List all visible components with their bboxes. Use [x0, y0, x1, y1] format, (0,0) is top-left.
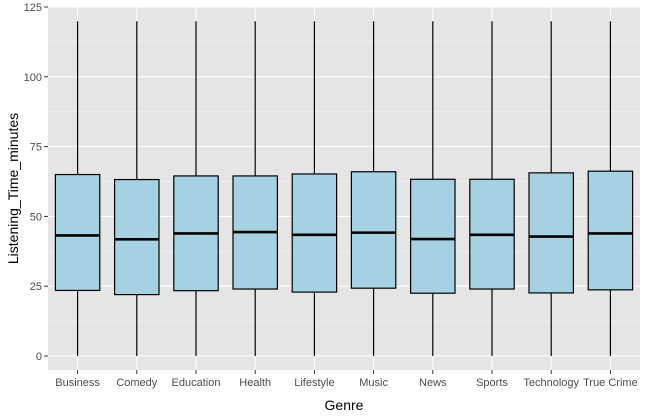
box-iqr — [54, 173, 101, 292]
box-comedy — [113, 21, 160, 357]
box-iqr — [528, 172, 575, 294]
y-axis: 0 25 50 75 100 125 — [24, 2, 48, 363]
box-iqr — [410, 178, 456, 294]
x-tick-label: Business — [55, 377, 100, 389]
x-tick-label: Technology — [523, 377, 579, 389]
x-tick-label: True Crime — [583, 377, 638, 389]
y-tick-label: 25 — [30, 281, 42, 293]
box-iqr — [587, 170, 634, 291]
x-tick-label: Comedy — [116, 377, 157, 389]
y-tick-label: 125 — [24, 2, 42, 14]
box-lifestyle — [291, 21, 338, 357]
x-tick-label: Lifestyle — [294, 377, 334, 389]
box-iqr — [350, 171, 397, 289]
box-news — [410, 21, 456, 357]
y-axis-title: Listening_Time_minutes — [5, 113, 21, 264]
x-tick-label: Music — [359, 377, 388, 389]
box-true-crime — [587, 21, 634, 357]
x-tick-label: News — [419, 377, 447, 389]
box-music — [350, 21, 397, 357]
box-education — [173, 21, 219, 357]
box-business — [54, 21, 101, 357]
x-tick-label: Sports — [476, 377, 508, 389]
box-iqr — [291, 173, 338, 293]
box-sports — [469, 21, 515, 357]
box-iqr — [113, 178, 160, 296]
x-tick-label: Health — [239, 377, 271, 389]
box-series — [54, 21, 634, 357]
x-tick-label: Education — [172, 377, 221, 389]
box-health — [232, 21, 279, 357]
y-tick-label: 75 — [30, 142, 42, 154]
x-axis: Business Comedy Education Health Lifestyle Mu… — [55, 370, 638, 389]
y-tick-label: 0 — [36, 351, 42, 363]
y-tick-label: 100 — [24, 72, 42, 84]
x-axis-title: Genre — [325, 397, 364, 413]
y-tick-label: 50 — [30, 211, 42, 223]
box-technology — [528, 21, 575, 357]
